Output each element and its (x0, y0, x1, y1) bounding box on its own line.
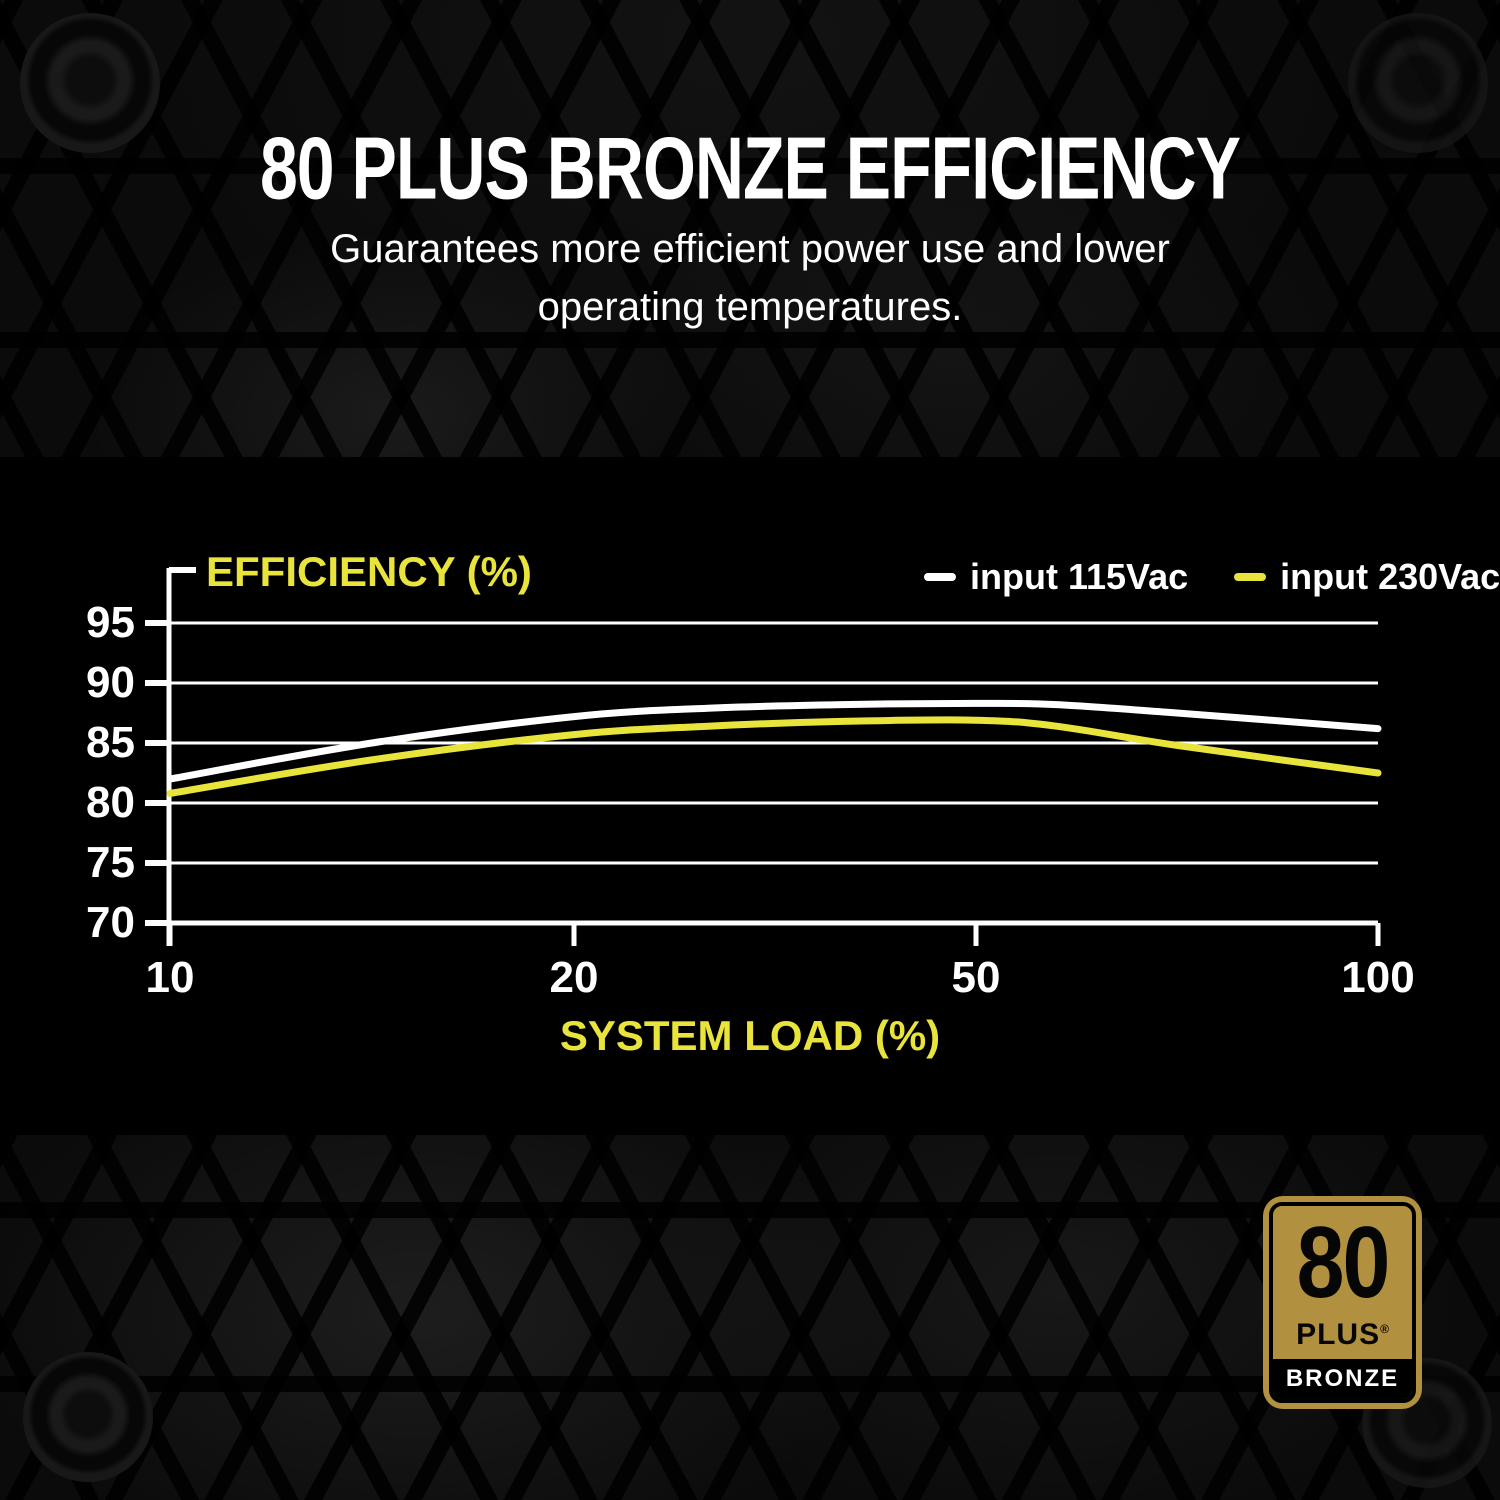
subtitle-line-1: Guarantees more efficient power use and … (330, 227, 1170, 271)
subtitle-line-2: operating temperatures. (537, 285, 963, 329)
curve-230vac (166, 716, 1382, 797)
chart-panel (0, 457, 1500, 1135)
x-tick-label-20: 20 (549, 953, 599, 1002)
badge-inner-frame: 80 PLUS® BRONZE (1269, 1202, 1416, 1403)
page-title: 80 PLUS BRONZE EFFICIENCY (0, 118, 1500, 218)
screw-top-left (20, 13, 160, 153)
legend-label-115vac: input 115Vac (970, 556, 1189, 597)
legend-item-230vac: input 230Vac (1234, 556, 1500, 598)
y-tick-label-70: 70 (86, 898, 135, 947)
chart-legend: input 115Vac input 230Vac (924, 556, 1500, 598)
legend-dash-115vac-icon (924, 573, 956, 581)
x-tick-label-100: 100 (1341, 953, 1415, 1002)
legend-item-115vac: input 115Vac (924, 556, 1188, 598)
x-tick-label-50: 50 (951, 953, 1001, 1002)
y-tick-label-90: 90 (86, 658, 135, 707)
y-tick-label-80: 80 (86, 778, 135, 827)
badge-tier-band: BRONZE (1273, 1359, 1412, 1399)
screw-bottom-left (23, 1352, 153, 1482)
page-subtitle: Guarantees more efficient power use and … (0, 220, 1500, 336)
y-tick-label-85: 85 (86, 718, 135, 767)
y-tick-label-75: 75 (86, 838, 135, 887)
screw-top-right (1348, 13, 1488, 153)
badge-plus-label: PLUS® (1296, 1318, 1389, 1351)
y-tick-label-95: 95 (86, 598, 135, 647)
80-plus-bronze-badge: 80 PLUS® BRONZE (1263, 1196, 1422, 1409)
page-title-text: 80 PLUS BRONZE EFFICIENCY (259, 119, 1241, 219)
x-tick-label-10: 10 (145, 953, 195, 1002)
registered-mark-icon: ® (1380, 1322, 1389, 1336)
legend-dash-230vac-icon (1234, 573, 1267, 581)
badge-number: 80 (1296, 1206, 1391, 1320)
curve-115vac (166, 699, 1382, 783)
legend-label-230vac: input 230Vac (1280, 556, 1500, 597)
badge-tier-label: BRONZE (1285, 1365, 1400, 1392)
chart-y-axis-title: EFFICIENCY (%) (206, 548, 532, 595)
chart-x-axis-title: SYSTEM LOAD (%) (559, 1012, 941, 1059)
